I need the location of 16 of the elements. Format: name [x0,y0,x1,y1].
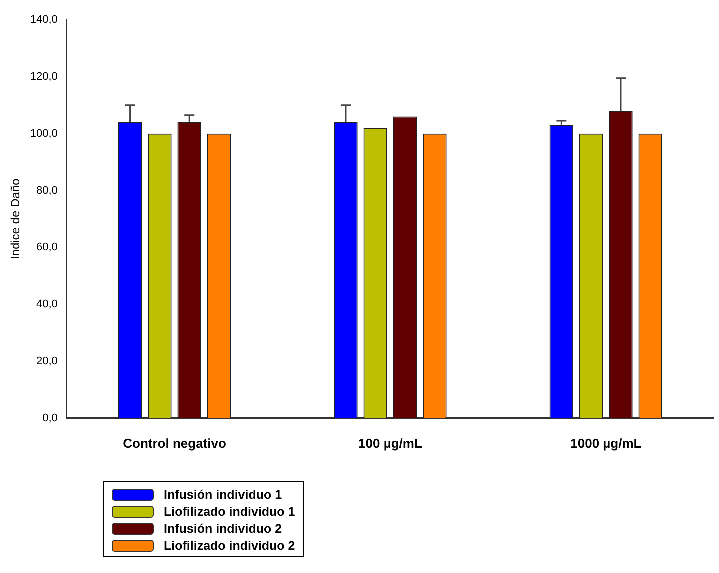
legend-label: Liofilizado individuo 1 [164,504,296,518]
y-axis-title: Indice de Daño [8,178,23,260]
y-tick-label: 60,0 [36,242,58,254]
legend-label: Infusión individuo 1 [164,488,282,502]
y-tick-label: 140,0 [30,14,58,26]
x-tick-label: 100 µg/mL [358,436,422,451]
y-tick-label: 120,0 [30,70,58,83]
y-tick-label: 40,0 [36,298,58,311]
legend-label: Liofilizado individuo 2 [164,538,296,552]
y-tick-label: 80,0 [36,184,58,197]
x-tick-label: 1000 µg/mL [570,436,642,451]
y-tick-label: 100,0 [30,128,58,140]
legend-label: Infusión individuo 2 [164,522,282,536]
y-tick-label: 20,0 [36,356,58,368]
y-tick-label: 0,0 [42,412,58,424]
x-tick-label: Control negativo [123,436,226,451]
